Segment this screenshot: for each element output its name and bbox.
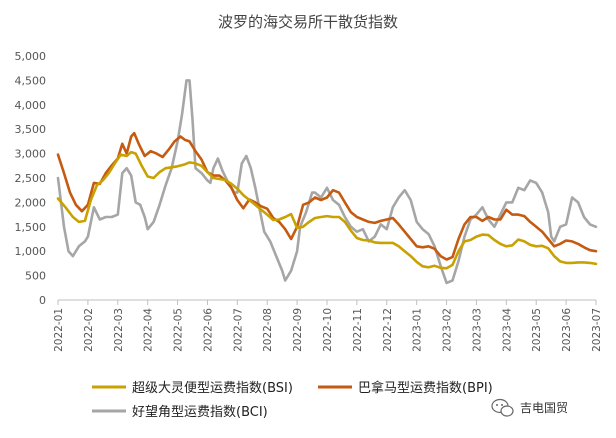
x-tick-label: 2022-01 xyxy=(53,308,65,352)
x-tick-label: 2023-03 xyxy=(471,308,483,352)
x-tick-label: 2023-06 xyxy=(561,308,573,352)
y-tick-label: 5,000 xyxy=(15,50,47,63)
series-line-bpi xyxy=(56,131,598,261)
x-tick-label: 2022-09 xyxy=(292,308,304,352)
y-tick-label: 3,500 xyxy=(15,123,47,136)
y-tick-label: 3,000 xyxy=(15,148,47,161)
y-tick-label: 4,500 xyxy=(15,74,47,87)
x-tick-label: 2022-08 xyxy=(262,308,274,352)
y-tick-label: 4,000 xyxy=(15,99,47,112)
chart-title: 波罗的海交易所干散货指数 xyxy=(218,13,398,31)
watermark-text: 吉电国贸 xyxy=(520,401,568,415)
x-tick-label: 2023-07 xyxy=(591,308,603,352)
x-tick-label: 2022-07 xyxy=(232,308,244,352)
legend-label-bpi: 巴拿马型运费指数(BPI) xyxy=(358,380,493,396)
y-tick-label: 1,000 xyxy=(15,245,47,258)
watermark: 吉电国贸 xyxy=(491,398,568,417)
y-tick-label: 1,500 xyxy=(15,221,47,234)
x-tick-label: 2022-05 xyxy=(173,308,185,352)
legend-label-bci: 好望角型运费指数(BCI) xyxy=(132,404,268,420)
y-tick-label: 2,000 xyxy=(15,196,47,209)
x-tick-label: 2023-04 xyxy=(501,308,513,352)
series-layer xyxy=(56,79,598,285)
x-tick-label: 2022-04 xyxy=(143,308,155,352)
series-line-bsi xyxy=(56,150,598,270)
x-tick-label: 2022-06 xyxy=(202,308,214,352)
x-tick-label: 2022-02 xyxy=(83,308,95,352)
y-tick-label: 500 xyxy=(25,270,46,283)
legend-label-bsi: 超级大灵便型运费指数(BSI) xyxy=(132,381,293,396)
x-tick-label: 2023-01 xyxy=(412,308,424,352)
x-tick-label: 2022-12 xyxy=(382,308,394,352)
y-tick-label: 2,500 xyxy=(15,172,47,185)
y-tick-label: 0 xyxy=(39,294,46,307)
wechat-icon xyxy=(491,398,514,417)
x-tick-label: 2023-05 xyxy=(531,308,543,352)
x-tick-label: 2022-10 xyxy=(322,308,334,352)
x-tick-label: 2023-02 xyxy=(442,308,454,352)
y-axis: 0 500 1,000 1,500 2,000 2,500 3,000 3,500 4,000 4… xyxy=(15,50,47,307)
x-tick-label: 2022-11 xyxy=(352,308,364,352)
x-axis: 2022-01 2022-02 2022-03 2022-04 2022-05 2022-… xyxy=(53,300,603,352)
x-tick-label: 2022-03 xyxy=(113,308,125,352)
legend: 超级大灵便型运费指数(BSI) 巴拿马型运费指数(BPI) 好望角型运费指数(B… xyxy=(92,380,493,420)
series-line-bci xyxy=(56,79,598,285)
